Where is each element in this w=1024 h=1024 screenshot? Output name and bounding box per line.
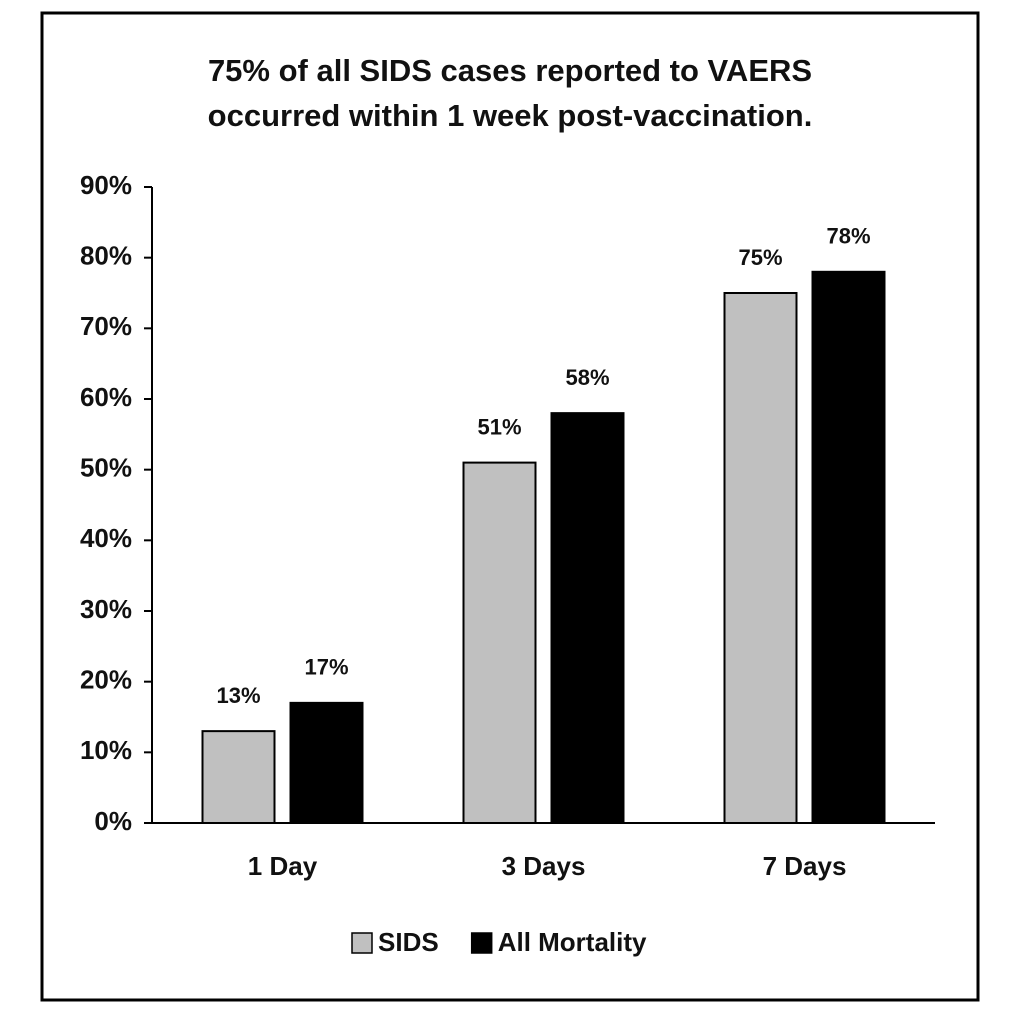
y-tick-label: 30% (80, 594, 132, 624)
data-label: 17% (304, 655, 348, 680)
legend-swatch (470, 932, 493, 954)
bar (811, 270, 886, 824)
data-label: 75% (738, 245, 782, 270)
data-label: 78% (826, 224, 870, 249)
data-label: 13% (216, 683, 260, 708)
bar (289, 701, 364, 824)
bar (462, 461, 537, 824)
x-tick-label: 1 Day (248, 851, 318, 881)
bar (723, 292, 798, 824)
y-tick-label: 90% (80, 170, 132, 200)
chart-title: 75% of all SIDS cases reported to VAERS (208, 53, 812, 88)
legend-swatch (351, 932, 373, 954)
bar (201, 730, 276, 825)
chart-title: occurred within 1 week post-vaccination. (208, 98, 813, 133)
y-tick-label: 70% (80, 311, 132, 341)
legend-label: All Mortality (498, 927, 647, 957)
y-tick-label: 0% (94, 806, 132, 836)
legend-label: SIDS (378, 927, 439, 957)
y-tick-label: 10% (80, 735, 132, 765)
y-tick-label: 60% (80, 382, 132, 412)
y-tick-label: 40% (80, 523, 132, 553)
y-tick-label: 80% (80, 241, 132, 271)
data-label: 58% (565, 365, 609, 390)
x-tick-label: 7 Days (763, 851, 847, 881)
y-tick-label: 20% (80, 665, 132, 695)
y-tick-label: 50% (80, 453, 132, 483)
data-label: 51% (477, 414, 521, 439)
bar (550, 412, 625, 824)
x-tick-label: 3 Days (502, 851, 586, 881)
